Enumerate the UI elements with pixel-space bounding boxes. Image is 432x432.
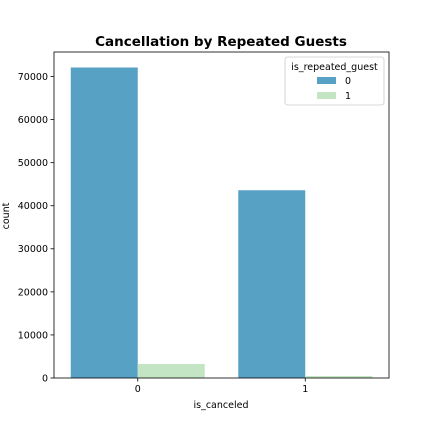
x-tick-label: 1 [302,384,308,395]
x-axis-label: is_canceled [194,400,249,411]
y-tick-label: 70000 [18,72,48,83]
bar-0-series-0 [70,67,138,378]
y-tick-label: 30000 [18,244,48,255]
bar-1-series-1 [305,376,373,378]
chart-title: Cancellation by Repeated Guests [95,34,347,50]
legend-swatch-1 [317,92,336,99]
legend-swatch-0 [317,77,336,84]
legend-entry-1: 1 [345,91,351,102]
y-tick-label: 0 [42,373,48,384]
y-tick-label: 60000 [18,115,48,126]
plot-area [70,67,373,378]
legend-entry-0: 0 [345,76,351,87]
legend: is_repeated_guest 0 1 [284,56,385,106]
bar-0-series-1 [137,363,205,378]
legend-title: is_repeated_guest [291,62,378,73]
axes-frame [53,51,390,379]
x-tick-label: 0 [135,384,141,395]
bar-1-series-0 [238,190,306,378]
y-tick-label: 20000 [18,287,48,298]
axes: 0 10000 20000 30000 40000 50000 60000 70000 0 1 [18,51,390,395]
y-tick-label: 40000 [18,201,48,212]
y-tick-label: 10000 [18,330,48,341]
y-tick-label: 50000 [18,158,48,169]
y-axis-label: count [1,202,12,229]
